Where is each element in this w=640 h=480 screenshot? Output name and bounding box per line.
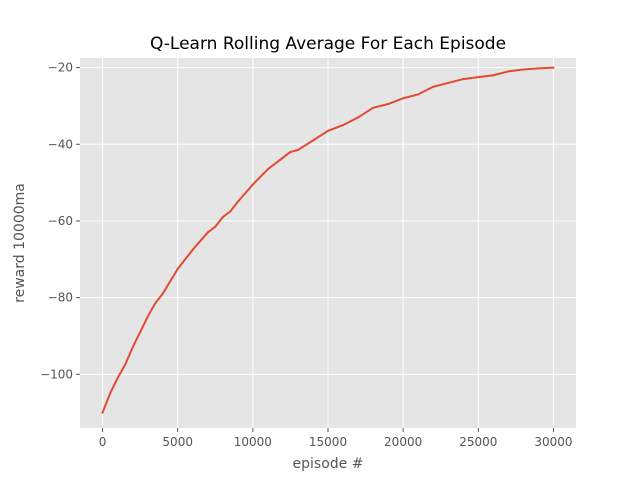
data-point (206, 231, 209, 234)
data-point (229, 210, 232, 213)
data-point (552, 66, 555, 69)
x-tick-label: 15000 (309, 435, 347, 449)
data-point (124, 363, 127, 366)
chart-title: Q-Learn Rolling Average For Each Episode (150, 34, 506, 54)
x-axis-label: episode # (293, 456, 364, 472)
x-tick-label: 25000 (459, 435, 497, 449)
grid-lines (80, 58, 576, 428)
data-point (417, 93, 420, 96)
data-point (432, 85, 435, 88)
x-tick-label: 20000 (384, 435, 422, 449)
data-point (289, 150, 292, 153)
y-axis-ticks: −100 −80 −60 −40 −20 (40, 61, 80, 381)
data-point (462, 78, 465, 81)
y-tick-label: −40 (48, 137, 73, 151)
y-axis-label: reward 10000ma (12, 183, 28, 303)
data-point (251, 183, 254, 186)
data-point (236, 200, 239, 203)
data-point (477, 76, 480, 79)
data-point (214, 225, 217, 228)
data-point (327, 129, 329, 132)
data-point (281, 156, 284, 159)
x-axis-ticks: 0 5000 10000 15000 20000 25000 30000 (99, 428, 573, 449)
y-tick-label: −60 (48, 214, 73, 228)
data-point (146, 315, 149, 318)
data-point (537, 67, 540, 70)
data-point (402, 97, 405, 100)
data-point (447, 81, 450, 84)
data-point (139, 331, 142, 334)
data-point (357, 116, 360, 119)
data-point (522, 68, 525, 71)
data-point (221, 216, 224, 219)
data-point (116, 377, 119, 380)
data-point (507, 70, 510, 73)
x-tick-label: 10000 (234, 435, 272, 449)
data-point (191, 248, 194, 251)
y-tick-label: −20 (48, 61, 73, 75)
y-tick-label: −100 (40, 367, 73, 381)
data-point (296, 149, 299, 152)
data-point (311, 139, 314, 142)
data-point (492, 74, 495, 77)
series-line-0 (101, 66, 555, 414)
series-group (101, 66, 555, 414)
data-point (101, 411, 104, 414)
y-tick-label: −80 (48, 291, 73, 305)
x-tick-label: 0 (99, 435, 107, 449)
data-point (131, 346, 134, 349)
data-point (109, 392, 112, 395)
data-point (387, 103, 390, 106)
data-point (154, 302, 157, 305)
data-point (176, 267, 179, 270)
data-point (161, 292, 164, 295)
data-point (266, 168, 269, 171)
x-tick-label: 5000 (162, 435, 193, 449)
x-tick-label: 30000 (534, 435, 572, 449)
data-point (372, 106, 375, 109)
data-point (342, 124, 345, 127)
